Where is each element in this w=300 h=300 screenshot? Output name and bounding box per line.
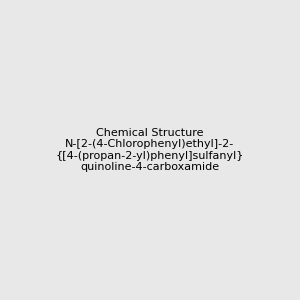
Text: Chemical Structure
N-[2-(4-Chlorophenyl)ethyl]-2-
{[4-(propan-2-yl)phenyl]sulfan: Chemical Structure N-[2-(4-Chlorophenyl)… [56,128,244,172]
